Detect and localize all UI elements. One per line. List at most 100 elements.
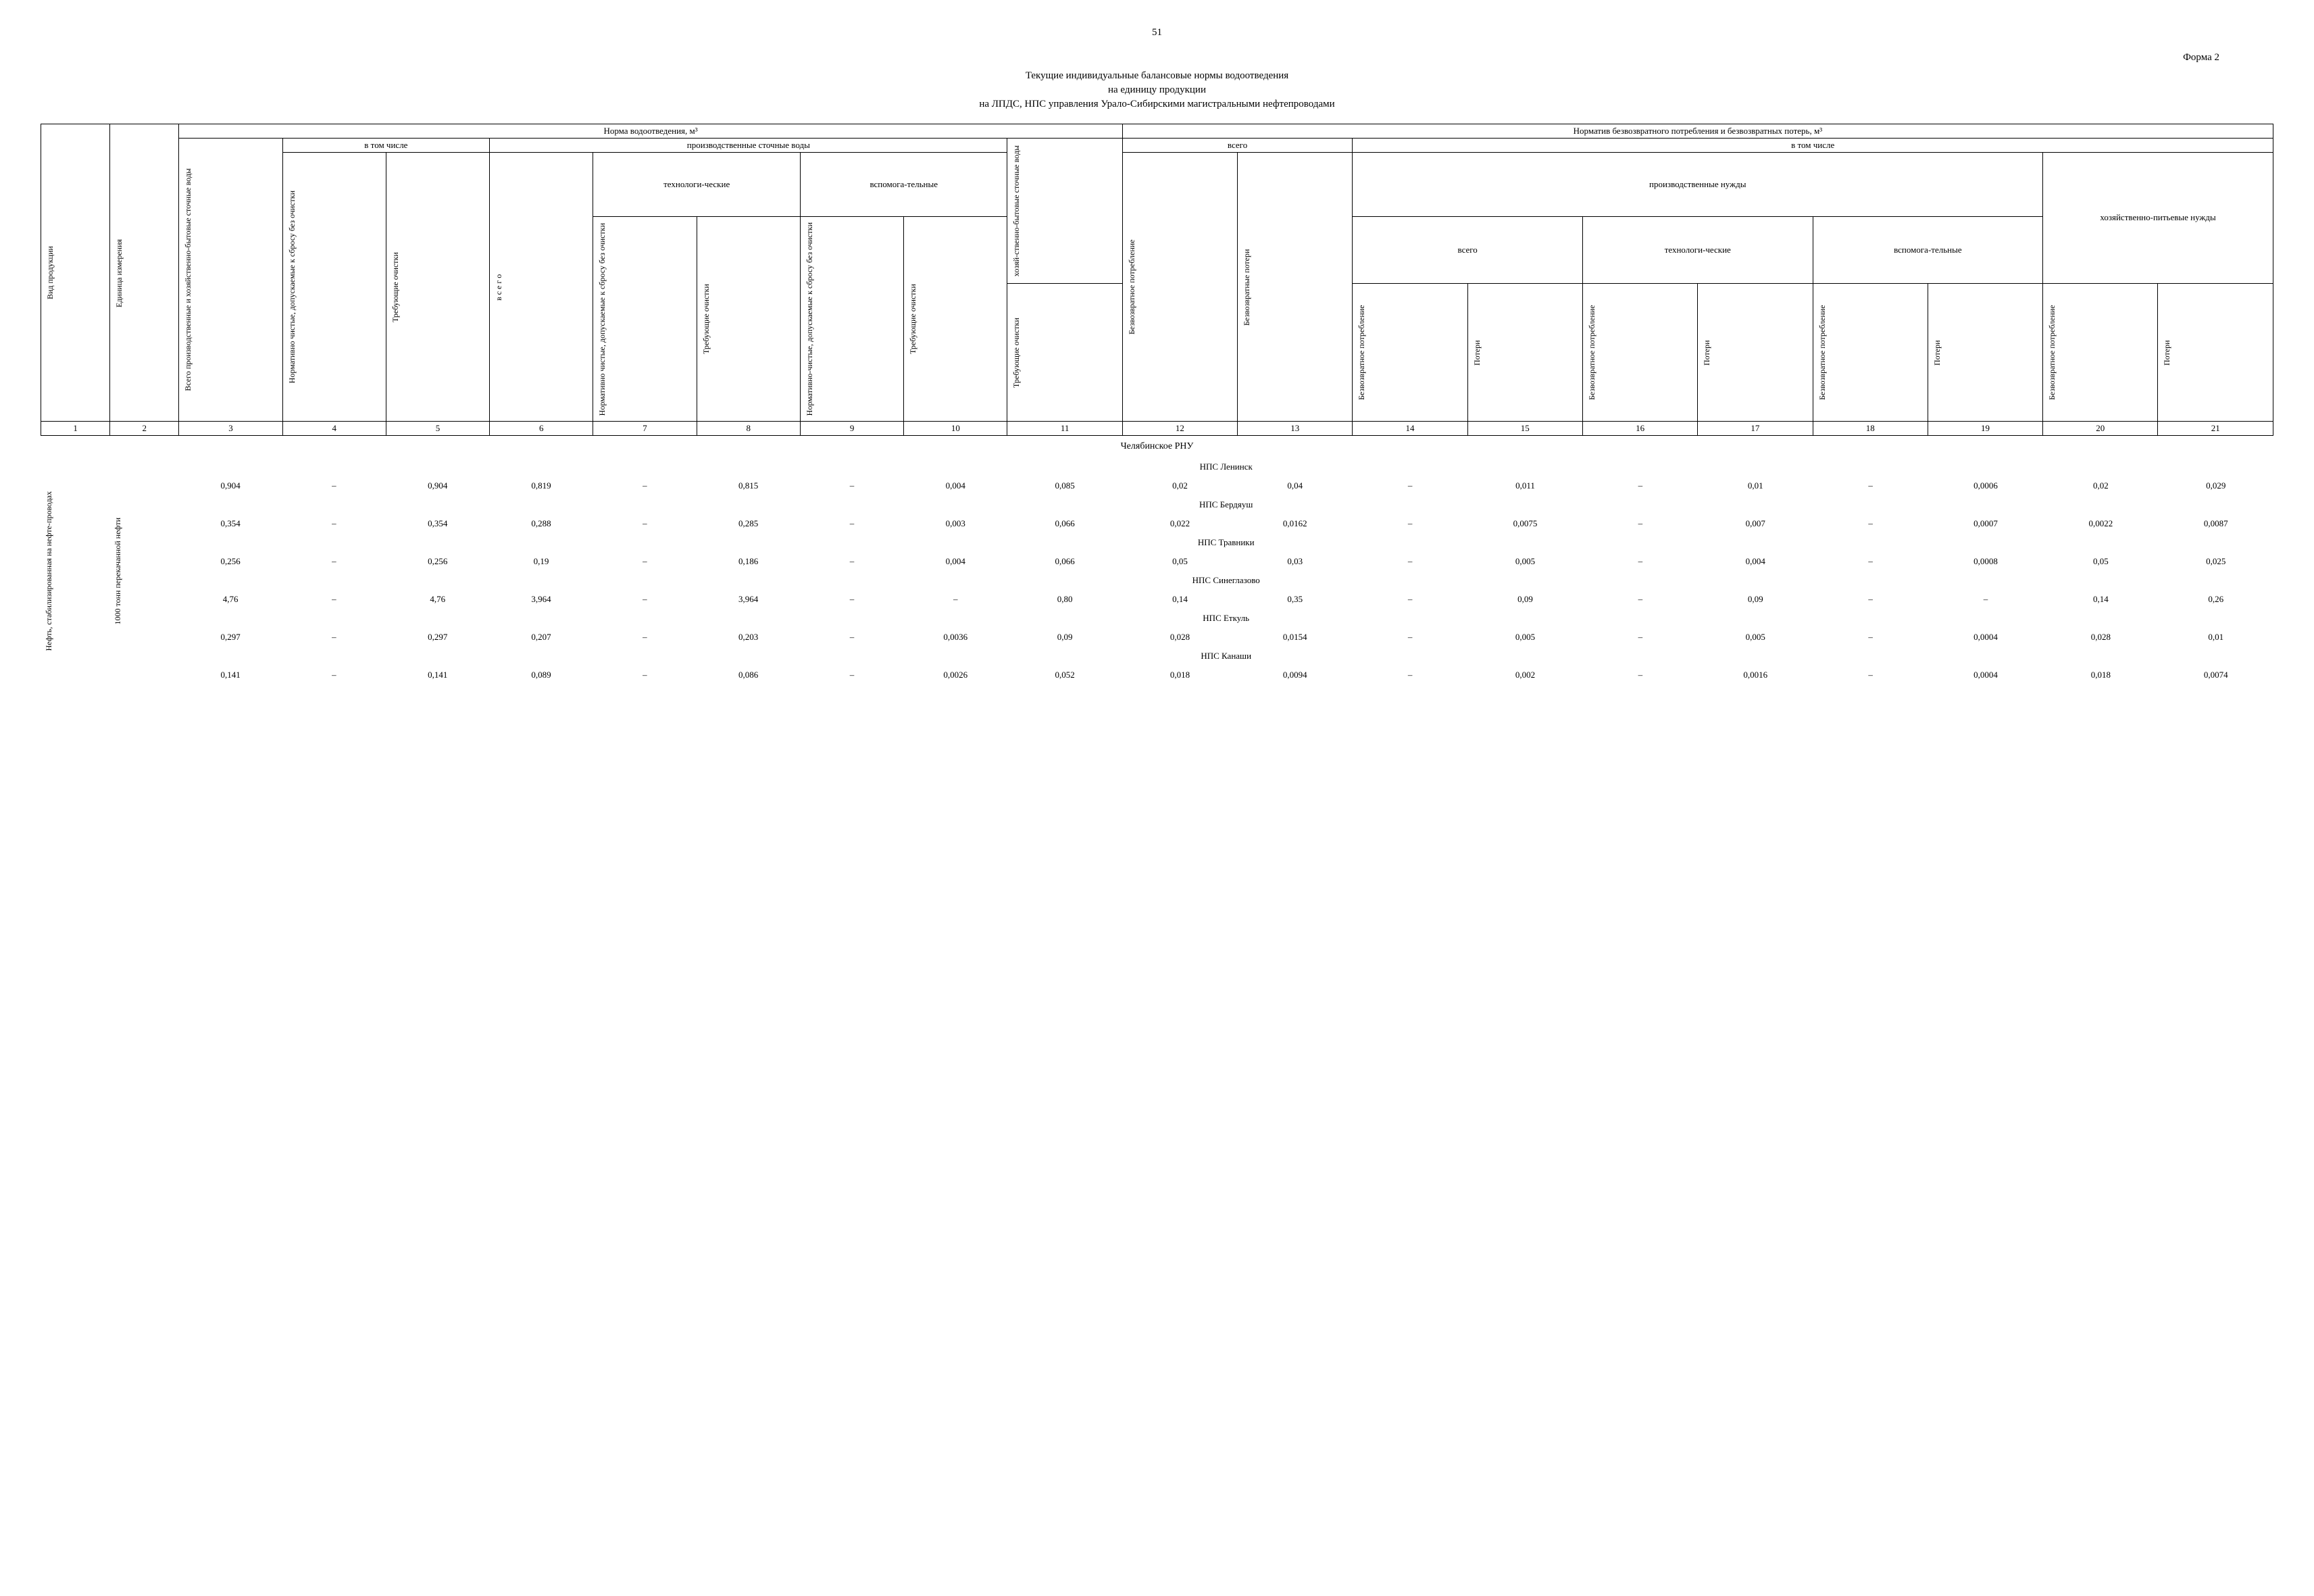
data-cell: 0,04 <box>1238 476 1353 495</box>
data-cell: – <box>1353 666 1467 684</box>
data-cell: 0,005 <box>1467 552 1582 571</box>
data-cell: – <box>1353 552 1467 571</box>
data-cell: 0,141 <box>386 666 489 684</box>
col-vid-produktsii: Вид продукции <box>44 195 57 351</box>
data-cell: 0,004 <box>1698 552 1813 571</box>
col19: Потери <box>1931 288 1944 418</box>
table-row: 0,297–0,2970,207–0,203–0,00360,090,0280,… <box>41 628 2273 647</box>
data-cell: 0,354 <box>178 514 282 533</box>
col5: Требующие очистки <box>389 222 402 352</box>
data-cell: – <box>800 590 903 609</box>
data-cell: 3,964 <box>489 590 593 609</box>
data-cell: – <box>1583 476 1698 495</box>
data-cell: 0,207 <box>489 628 593 647</box>
data-cell: 0,066 <box>1007 552 1122 571</box>
col21: Потери <box>2161 288 2173 418</box>
col14: Безвозвратное потребление <box>1355 288 1368 418</box>
data-cell: – <box>1928 590 2043 609</box>
data-cell: 0,005 <box>1698 628 1813 647</box>
data-cell: 0,09 <box>1698 590 1813 609</box>
page-number: 51 <box>41 27 2273 39</box>
data-cell: 0,0154 <box>1238 628 1353 647</box>
col15: Потери <box>1471 288 1484 418</box>
data-cell: – <box>800 628 903 647</box>
data-cell: – <box>800 552 903 571</box>
column-numbers-row: 123 456 789 101112 131415 161718 192021 <box>41 422 2273 436</box>
data-cell: 0,0022 <box>2043 514 2158 533</box>
header-vspom-pn: вспомога-тельные <box>1813 217 2043 284</box>
row-label-unit: 1000 тонн перекачанной нефти <box>109 457 178 684</box>
data-cell: 0,002 <box>1467 666 1582 684</box>
data-cell: – <box>1353 628 1467 647</box>
header-normativ: Норматив безвозвратного потребления и бе… <box>1122 124 2273 139</box>
header-tech: технологи-ческие <box>593 153 801 217</box>
data-cell: – <box>1813 552 1928 571</box>
data-cell: 0,09 <box>1467 590 1582 609</box>
data-cell: – <box>282 666 386 684</box>
data-cell: – <box>1353 514 1467 533</box>
data-cell: 0,007 <box>1698 514 1813 533</box>
data-cell: 0,025 <box>2159 552 2274 571</box>
data-cell: 4,76 <box>178 590 282 609</box>
header-norma: Норма водоотведения, м³ <box>179 124 1122 139</box>
data-cell: – <box>1583 514 1698 533</box>
data-cell: – <box>1813 476 1928 495</box>
data-cell: 0,256 <box>178 552 282 571</box>
data-cell: – <box>282 590 386 609</box>
data-cell: 0,0036 <box>904 628 1007 647</box>
data-cell: – <box>593 590 697 609</box>
data-cell: 0,0087 <box>2159 514 2274 533</box>
data-cell: – <box>593 514 697 533</box>
data-cell: 4,76 <box>386 590 489 609</box>
data-cell: – <box>282 628 386 647</box>
table-row: 0,904–0,9040,819–0,815–0,0040,0850,020,0… <box>41 476 2273 495</box>
data-cell: – <box>282 476 386 495</box>
data-cell: – <box>1813 666 1928 684</box>
station-name: НПС Синеглазово <box>178 571 2273 590</box>
data-cell: 0,80 <box>1007 590 1122 609</box>
data-cell: – <box>1353 476 1467 495</box>
title-line-2: на единицу продукции <box>41 84 2273 96</box>
data-cell: 0,09 <box>1007 628 1122 647</box>
data-cell: 0,19 <box>489 552 593 571</box>
data-cell: – <box>593 552 697 571</box>
data-cell: – <box>1813 514 1928 533</box>
data-cell: 0,005 <box>1467 628 1582 647</box>
header-proizv-stoch: производственные сточные воды <box>490 139 1007 153</box>
station-name: НПС Бердяуш <box>178 495 2273 514</box>
header-vspom: вспомога-тельные <box>800 153 1007 217</box>
data-cell: 0,003 <box>904 514 1007 533</box>
data-cell: – <box>1813 628 1928 647</box>
data-cell: 0,0026 <box>904 666 1007 684</box>
data-cell: 0,14 <box>2043 590 2158 609</box>
col17: Потери <box>1701 288 1713 418</box>
data-cell: 0,0016 <box>1698 666 1813 684</box>
data-cell: 0,0075 <box>1467 514 1582 533</box>
col10: Требующие очистки <box>907 254 920 384</box>
header-tech-pn: технологи-ческие <box>1582 217 1813 284</box>
header-proizv-nuzhdy: производственные нужды <box>1353 153 2043 217</box>
header-table: Вид продукции Единица измерения Норма во… <box>41 124 2273 436</box>
station-name: НПС Канаши <box>178 647 2273 666</box>
col12: Безвозвратное потребление <box>1126 222 1138 352</box>
header-vsego-pn: всего <box>1353 217 1583 284</box>
header-hoz-pit: хозяйственно-питьевые нужды <box>2043 153 2273 284</box>
station-name: НПС Еткуль <box>178 609 2273 628</box>
data-cell: 0,02 <box>1122 476 1237 495</box>
data-cell: 0,066 <box>1007 514 1122 533</box>
table-row: 0,256–0,2560,19–0,186–0,0040,0660,050,03… <box>41 552 2273 571</box>
data-cell: 0,089 <box>489 666 593 684</box>
data-cell: 0,018 <box>1122 666 1237 684</box>
data-cell: 0,0162 <box>1238 514 1353 533</box>
station-name: НПС Травники <box>178 533 2273 552</box>
data-cell: 0,35 <box>1238 590 1353 609</box>
data-cell: 0,03 <box>1238 552 1353 571</box>
station-name: НПС Ленинск <box>178 457 2273 476</box>
col-hoz: хозяй-ственно-бытовые сточные воды <box>1010 141 1023 280</box>
data-cell: – <box>593 628 697 647</box>
subtitle: на ЛПДС, НПС управления Урало-Сибирскими… <box>41 99 2273 110</box>
data-cell: 0,0004 <box>1928 628 2043 647</box>
data-cell: 0,14 <box>1122 590 1237 609</box>
data-cell: 0,186 <box>697 552 800 571</box>
table-row: 0,141–0,1410,089–0,086–0,00260,0520,0180… <box>41 666 2273 684</box>
